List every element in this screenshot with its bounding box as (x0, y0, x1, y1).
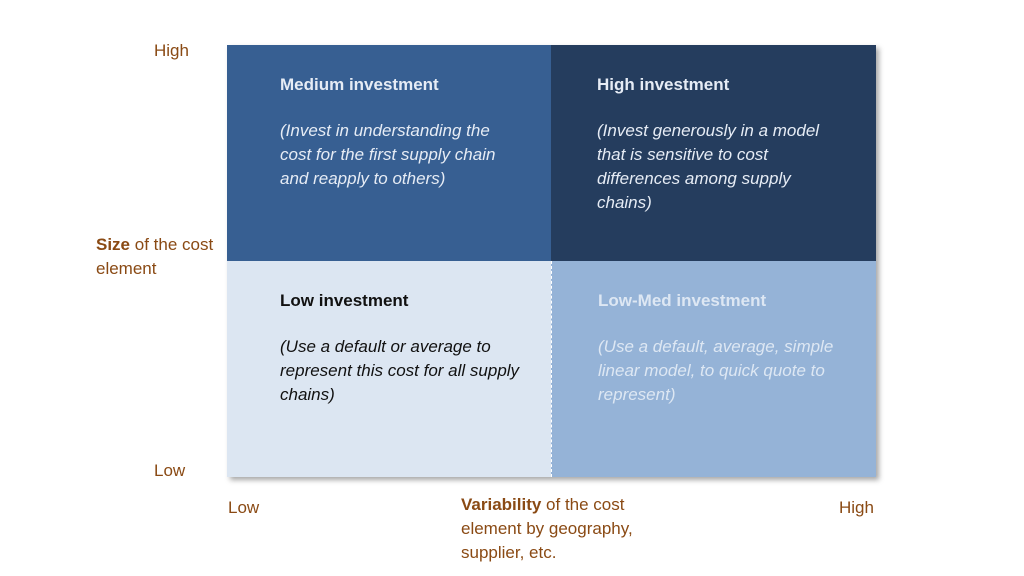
quadrant-description: (Invest in understanding the cost for th… (280, 121, 496, 188)
quadrant-description: (Invest generously in a model that is se… (597, 121, 820, 212)
x-axis-title-rest: of the cost element by geography, suppli… (461, 495, 633, 562)
quadrant-bottom-left: Low investment (Use a default or average… (227, 261, 551, 477)
quadrant-title: Low-Med investment (598, 291, 767, 310)
y-axis-title-rest: of the cost element (96, 235, 214, 278)
x-axis-title: Variability of the cost element by geogr… (461, 493, 681, 565)
quadrant-description: (Use a default, average, simple linear m… (598, 337, 834, 404)
quadrant-matrix: Medium investment (Invest in understandi… (227, 45, 876, 477)
x-axis-low-label: Low (228, 498, 260, 517)
y-axis-title: Size of the cost element (96, 233, 226, 281)
quadrant-title: Low investment (280, 291, 409, 310)
quadrant-top-right: High investment (Invest generously in a … (551, 45, 876, 261)
quadrant-top-left: Medium investment (Invest in understandi… (227, 45, 551, 261)
quadrant-description: (Use a default or average to represent t… (280, 337, 520, 404)
quadrant-bottom-right: Low-Med investment (Use a default, avera… (551, 261, 876, 477)
y-axis-title-bold: Size (96, 235, 131, 254)
y-axis-high-label: High (154, 41, 189, 60)
y-axis-low-label: Low (154, 461, 186, 480)
quadrant-title: Medium investment (280, 75, 439, 94)
x-axis-title-bold: Variability (461, 495, 542, 514)
x-axis-high-label: High (839, 498, 874, 517)
quadrant-title: High investment (597, 75, 730, 94)
